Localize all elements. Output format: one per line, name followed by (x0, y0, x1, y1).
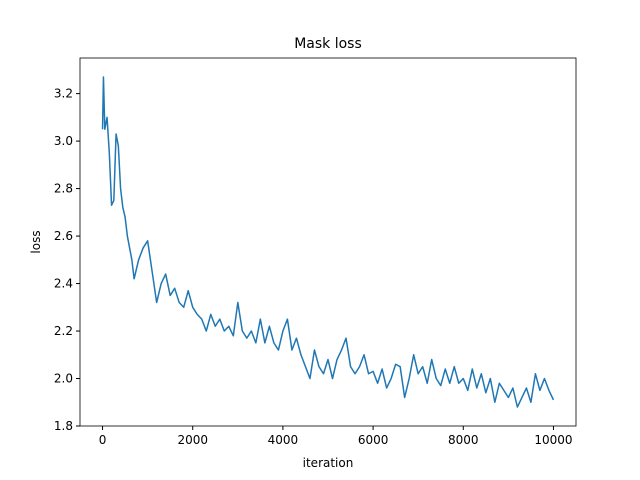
y-tick-label: 2.2 (54, 324, 73, 338)
plot-frame (79, 57, 577, 427)
x-tick-label: 0 (99, 433, 107, 447)
x-tick-label: 10000 (534, 433, 572, 447)
x-tick-label: 4000 (268, 433, 299, 447)
line-series (101, 76, 555, 408)
x-tick-label: 8000 (448, 433, 479, 447)
x-tick-label: 2000 (177, 433, 208, 447)
y-tick-label: 2.0 (54, 372, 73, 386)
y-tick-label: 2.4 (54, 277, 73, 291)
x-axis-label: iteration (303, 456, 354, 470)
x-tick-label: 6000 (358, 433, 389, 447)
y-axis-label: loss (29, 230, 43, 253)
y-tick-label: 3.2 (54, 87, 73, 101)
chart-title: Mask loss (294, 36, 362, 52)
y-tick-label: 2.8 (54, 182, 73, 196)
y-tick-label: 3.0 (54, 134, 73, 148)
y-tick-label: 1.8 (54, 419, 73, 433)
y-tick-label: 2.6 (54, 229, 73, 243)
